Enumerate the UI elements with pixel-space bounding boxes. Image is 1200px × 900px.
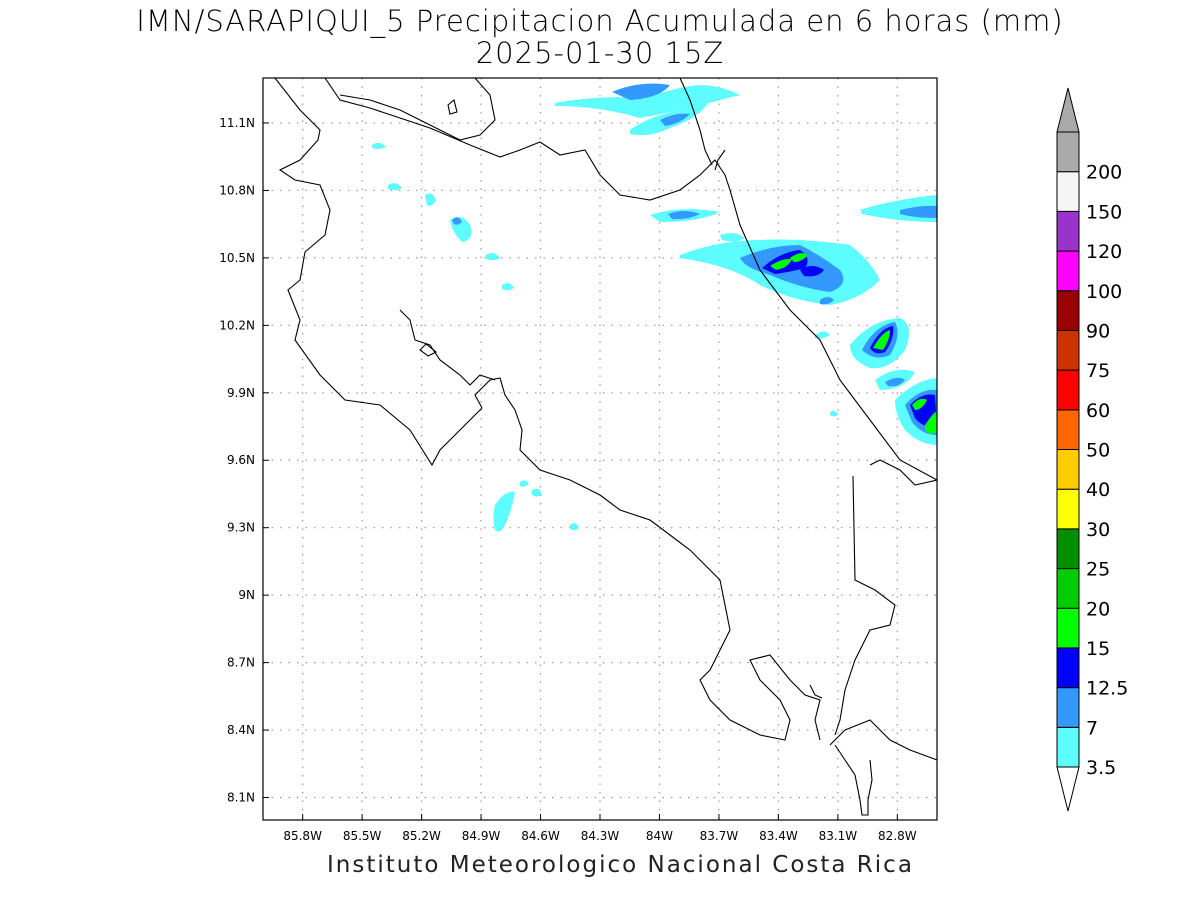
lon-tick-label: 84.9W	[462, 829, 501, 843]
colorbar-label: 25	[1086, 559, 1110, 581]
colorbar: 3.5 7 12.5 15 20 25 30 40 50 60 75 90 100 120 150 200	[1056, 87, 1128, 812]
colorbar-swatch	[1056, 369, 1080, 411]
colorbar-swatch	[1056, 568, 1080, 609]
map-footer: Instituto Meteorologico Nacional Costa R…	[327, 852, 914, 878]
colorbar-label: 30	[1086, 519, 1110, 541]
colorbar-swatch	[1056, 488, 1080, 530]
colorbar-label: 120	[1086, 241, 1122, 263]
colorbar-over-arrow	[1056, 87, 1080, 133]
map-title: IMN/SARAPIQUI_5 Precipitacion Acumulada …	[136, 4, 1064, 38]
coastlines	[274, 78, 937, 816]
lon-tick-label: 84W	[646, 829, 673, 843]
colorbar-swatch	[1056, 171, 1080, 212]
lat-tick-label: 10.5N	[219, 251, 255, 265]
lat-tick-label: 9.3N	[227, 521, 255, 535]
lon-tick-label: 83.4W	[759, 829, 798, 843]
colorbar-label: 90	[1086, 320, 1110, 342]
colorbar-swatch	[1056, 647, 1080, 689]
precipitation-field	[372, 83, 937, 532]
lon-tick-label: 84.3W	[581, 829, 620, 843]
colorbar-label: 150	[1086, 201, 1122, 223]
map-subtitle: 2025-01-30 15Z	[475, 36, 725, 70]
lat-tick-label: 10.8N	[219, 183, 255, 197]
axis-ticks: 85.8W 85.5W 85.2W 84.9W 84.6W 84.3W 84W 83.7W 83…	[219, 116, 916, 843]
colorbar-label: 100	[1086, 281, 1122, 303]
lat-tick-label: 8.7N	[227, 656, 255, 670]
colorbar-label: 50	[1086, 440, 1110, 462]
colorbar-label: 12.5	[1086, 678, 1128, 700]
colorbar-swatch	[1056, 329, 1080, 371]
colorbar-swatch	[1056, 726, 1080, 768]
lat-tick-label: 9.9N	[227, 386, 255, 400]
lat-tick-label: 10.2N	[219, 318, 255, 332]
colorbar-label: 15	[1086, 638, 1110, 660]
lat-tick-label: 8.4N	[227, 723, 255, 737]
colorbar-label: 20	[1086, 598, 1110, 620]
colorbar-swatch	[1056, 210, 1080, 252]
lon-tick-label: 85.5W	[343, 829, 382, 843]
lon-tick-label: 84.6W	[521, 829, 560, 843]
colorbar-label: 3.5	[1086, 757, 1116, 779]
colorbar-swatch	[1056, 250, 1080, 292]
lon-tick-label: 85.8W	[283, 829, 322, 843]
lat-tick-label: 9.6N	[227, 453, 255, 467]
lon-tick-label: 83.1W	[819, 829, 858, 843]
colorbar-swatch	[1056, 290, 1080, 331]
lon-tick-label: 85.2W	[402, 829, 441, 843]
colorbar-label: 7	[1086, 717, 1098, 739]
colorbar-swatch	[1056, 409, 1080, 450]
colorbar-swatch	[1056, 607, 1080, 649]
colorbar-swatch	[1056, 131, 1080, 173]
lat-tick-label: 11.1N	[219, 116, 255, 130]
colorbar-label: 60	[1086, 400, 1110, 422]
colorbar-swatch	[1056, 449, 1080, 490]
lon-tick-label: 82.8W	[878, 829, 917, 843]
map-gridlines	[263, 78, 937, 820]
lat-tick-label: 9N	[238, 588, 255, 602]
colorbar-swatch	[1056, 528, 1080, 570]
colorbar-label: 75	[1086, 360, 1110, 382]
colorbar-under-arrow	[1056, 766, 1080, 812]
lat-tick-label: 8.1N	[227, 791, 255, 805]
colorbar-label: 200	[1086, 162, 1122, 184]
colorbar-label: 40	[1086, 479, 1110, 501]
colorbar-swatch	[1056, 687, 1080, 728]
lon-tick-label: 83.7W	[700, 829, 739, 843]
